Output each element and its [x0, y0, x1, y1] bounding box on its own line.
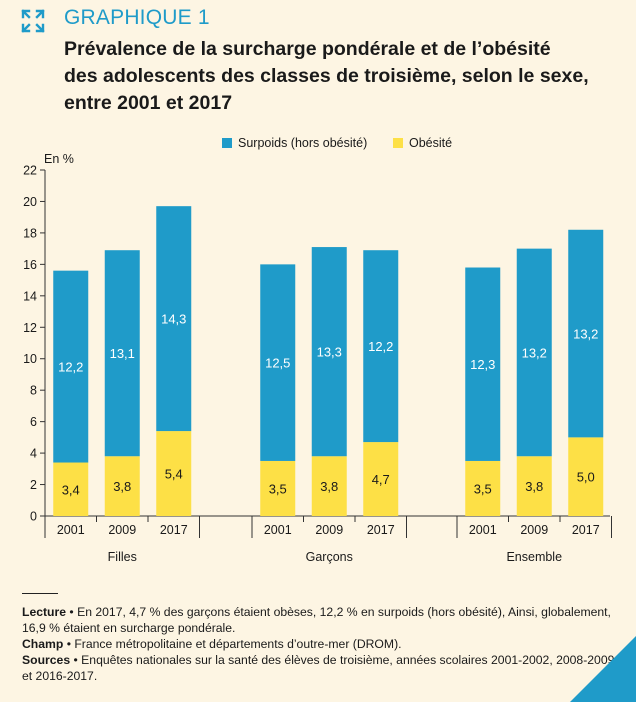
bar-obesite: [516, 456, 552, 516]
bar-obesite: [568, 437, 604, 516]
legend-label-surpoids: Surpoids (hors obésité): [238, 136, 367, 150]
bar-surpoids: [156, 206, 192, 432]
bar-surpoids: [568, 229, 604, 438]
bar-obesite: [311, 456, 347, 516]
notes-divider: [22, 593, 58, 594]
bar-surpoids: [516, 248, 552, 457]
bar-surpoids: [260, 264, 296, 461]
note-sources: Sources • Enquêtes nationales sur la san…: [22, 653, 615, 683]
data-label-surpoids: 12,2: [58, 360, 83, 375]
bar-surpoids: [465, 267, 501, 461]
data-label-obesite: 3,8: [113, 479, 131, 494]
x-tick-label: 2017: [367, 523, 395, 537]
bar-surpoids: [311, 247, 347, 457]
notes: Lecture • En 2017, 4,7 % des garçons éta…: [22, 593, 622, 684]
group-label: Ensemble: [506, 550, 562, 564]
data-label-surpoids: 13,2: [522, 345, 547, 360]
y-tick-label: 6: [30, 415, 37, 429]
data-label-surpoids: 13,1: [110, 346, 135, 361]
note-champ: Champ • France métropolitaine et départe…: [22, 637, 402, 651]
data-label-obesite: 3,8: [320, 479, 338, 494]
data-label-surpoids: 12,2: [368, 339, 393, 354]
y-tick-label: 12: [23, 321, 37, 335]
data-label-obesite: 3,4: [62, 482, 80, 497]
data-label-obesite: 3,5: [474, 481, 492, 496]
y-tick-label: 22: [23, 164, 37, 178]
note-lecture: Lecture • En 2017, 4,7 % des garçons éta…: [22, 605, 611, 635]
data-label-surpoids: 13,3: [317, 345, 342, 360]
x-tick-label: 2001: [264, 523, 292, 537]
group-label: Filles: [108, 550, 137, 564]
bar-obesite: [53, 462, 89, 516]
bar-obesite: [363, 442, 399, 516]
y-tick-label: 2: [30, 478, 37, 492]
chart-title: Prévalence de la surcharge pondérale et …: [64, 36, 624, 117]
y-tick-label: 18: [23, 226, 37, 240]
y-tick-label: 16: [23, 258, 37, 272]
bar-obesite: [104, 456, 140, 516]
y-tick-label: 10: [23, 352, 37, 366]
y-axis-title: En %: [44, 152, 74, 166]
data-label-obesite: 5,0: [577, 470, 595, 485]
x-tick-label: 2001: [469, 523, 497, 537]
stacked-bar-chart: Surpoids (hors obésité) Obésité En % 0 2 4 6 8 1…: [23, 136, 612, 564]
expand-arrows-icon: [21, 9, 45, 33]
x-tick-label: 2009: [520, 523, 548, 537]
group-label: Garçons: [306, 550, 353, 564]
title-line: entre 2001 et 2017: [64, 92, 233, 114]
x-tick-label: 2009: [315, 523, 343, 537]
x-tick-label: 2009: [108, 523, 136, 537]
bar-surpoids: [53, 270, 89, 463]
data-label-obesite: 3,5: [269, 481, 287, 496]
data-label-surpoids: 12,3: [470, 357, 495, 372]
data-label-surpoids: 14,3: [161, 312, 186, 327]
data-label-obesite: 5,4: [165, 467, 183, 482]
x-tick-label: 2001: [57, 523, 85, 537]
bar-surpoids: [363, 250, 399, 443]
y-tick-label: 14: [23, 289, 37, 303]
corner-triangle: [570, 636, 636, 702]
legend-label-obesite: Obésité: [409, 136, 452, 150]
y-tick-label: 20: [23, 195, 37, 209]
graph-label: GRAPHIQUE 1: [64, 6, 210, 29]
bar-obesite: [465, 460, 501, 516]
data-label-obesite: 3,8: [525, 479, 543, 494]
title-line: Prévalence de la surcharge pondérale et …: [64, 38, 551, 60]
bar-obesite: [260, 460, 296, 516]
bar-surpoids: [104, 250, 140, 457]
bar-obesite: [156, 431, 192, 516]
x-tick-label: 2017: [160, 523, 188, 537]
data-label-surpoids: 12,5: [265, 356, 290, 371]
y-tick-label: 0: [30, 510, 37, 524]
data-label-obesite: 4,7: [372, 472, 390, 487]
legend-swatch-obesite: [393, 138, 403, 148]
title-line: des adolescents des classes de troisième…: [64, 65, 589, 87]
y-tick-label: 8: [30, 384, 37, 398]
data-label-surpoids: 13,2: [573, 327, 598, 342]
legend-swatch-surpoids: [222, 138, 232, 148]
x-tick-label: 2017: [572, 523, 600, 537]
y-tick-label: 4: [30, 447, 37, 461]
